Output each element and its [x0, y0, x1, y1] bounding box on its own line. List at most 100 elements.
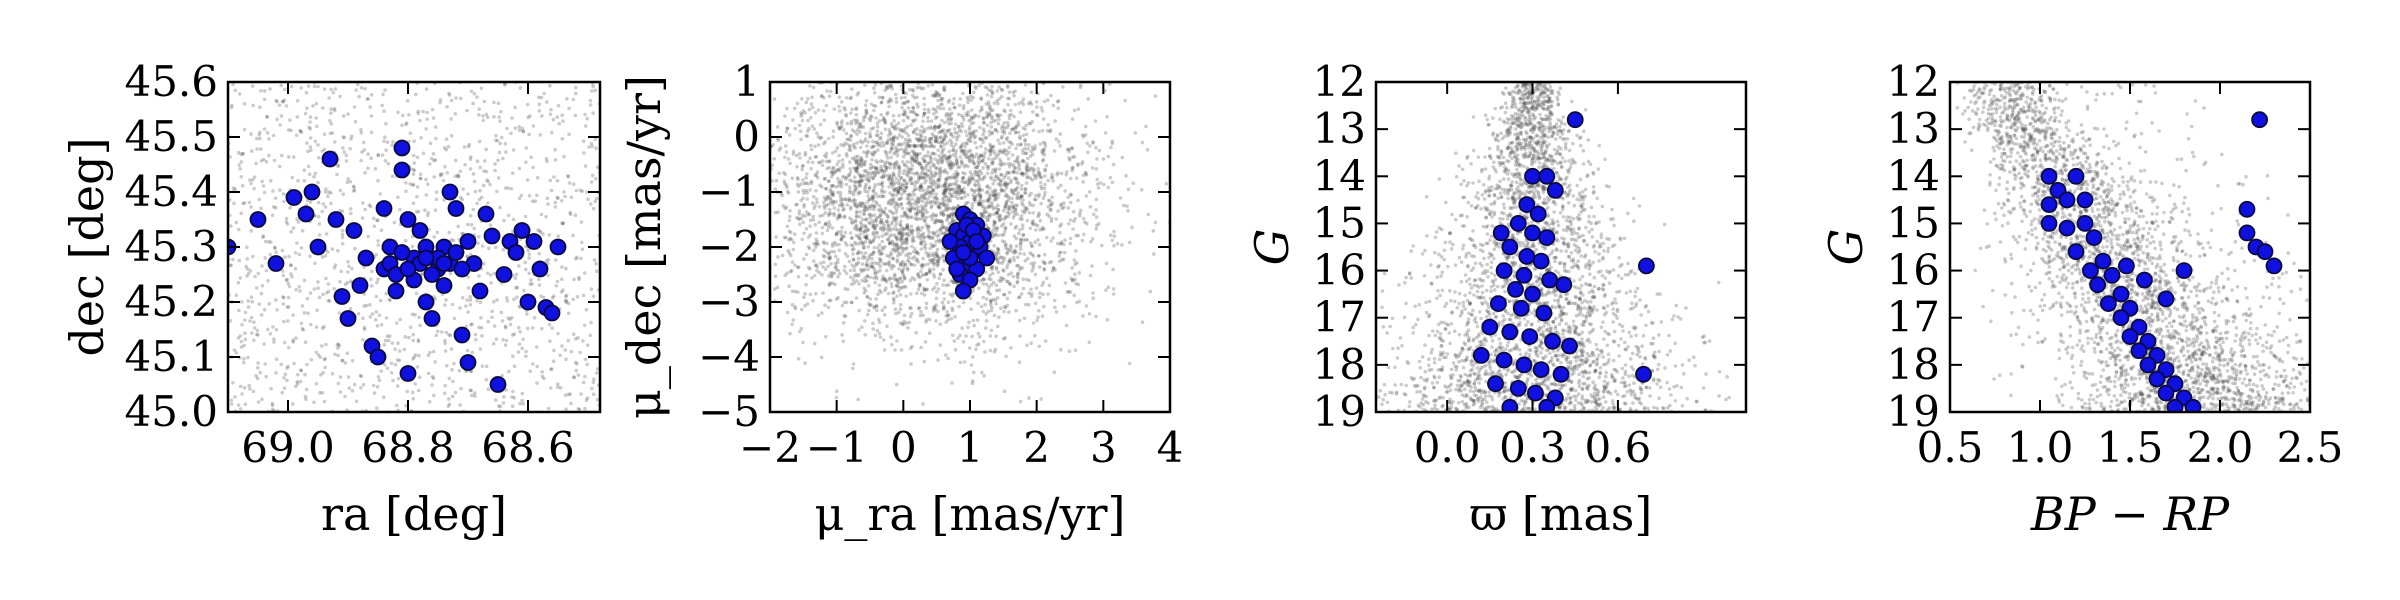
field-star-point	[806, 118, 810, 123]
field-star-point	[773, 210, 778, 215]
field-star-point	[920, 273, 925, 277]
field-star-point	[521, 129, 526, 134]
field-star-point	[593, 199, 597, 204]
field-star-point	[1096, 186, 1101, 190]
field-star-point	[1018, 134, 1022, 139]
field-star-point	[361, 140, 366, 145]
field-star-point	[923, 59, 927, 63]
field-star-point	[931, 260, 935, 265]
field-star-point	[871, 225, 875, 229]
field-star-point	[416, 388, 421, 393]
field-star-point	[874, 165, 879, 170]
field-star-point	[1006, 171, 1010, 176]
field-star-point	[942, 74, 946, 78]
field-star-point	[511, 354, 515, 359]
field-star-point	[457, 368, 462, 373]
field-star-point	[836, 190, 840, 195]
field-star-point	[898, 185, 902, 189]
field-star-point	[426, 211, 431, 215]
field-star-point	[493, 168, 497, 173]
field-star-point	[796, 184, 801, 189]
field-star-point	[854, 242, 859, 246]
field-star-point	[923, 246, 928, 251]
field-star-point	[921, 145, 926, 149]
field-star-point	[998, 179, 1003, 184]
field-star-point	[1038, 142, 1043, 146]
field-star-point	[1006, 157, 1011, 161]
field-star-point	[360, 216, 365, 220]
field-star-point	[329, 107, 334, 111]
field-star-point	[831, 199, 835, 204]
field-star-point	[960, 142, 965, 146]
field-star-point	[991, 168, 995, 172]
field-star-point	[548, 112, 553, 117]
field-star-point	[1126, 187, 1131, 192]
field-star-point	[1064, 173, 1068, 177]
field-star-point	[232, 348, 237, 352]
field-star-point	[908, 215, 912, 220]
field-star-point	[443, 384, 448, 388]
field-star-point	[946, 313, 950, 318]
field-star-point	[566, 392, 571, 397]
field-star-point	[993, 118, 998, 123]
field-star-point	[860, 225, 864, 229]
field-star-point	[989, 125, 994, 129]
field-star-point	[805, 302, 810, 306]
field-star-point	[837, 242, 841, 247]
field-star-point	[1055, 172, 1059, 177]
field-star-point	[803, 361, 807, 365]
field-star-point	[249, 149, 254, 153]
field-star-point	[858, 201, 862, 205]
field-star-point	[992, 193, 997, 198]
field-star-point	[1024, 302, 1028, 307]
field-star-point	[815, 66, 819, 70]
field-star-point	[966, 325, 970, 330]
field-star-point	[947, 221, 952, 226]
field-star-point	[446, 397, 451, 401]
field-star-point	[268, 252, 273, 257]
field-star-point	[277, 103, 282, 107]
field-star-point	[968, 148, 973, 153]
field-star-point	[1076, 233, 1080, 238]
field-star-point	[250, 299, 255, 304]
field-star-point	[823, 211, 828, 215]
field-star-point	[873, 174, 877, 178]
field-star-point	[926, 224, 931, 229]
field-star-point	[562, 154, 566, 159]
field-star-point	[444, 148, 449, 152]
field-star-point	[866, 312, 870, 317]
field-star-point	[799, 137, 803, 142]
field-star-point	[1018, 195, 1023, 199]
field-star-point	[1012, 159, 1017, 164]
field-star-point	[336, 381, 341, 386]
field-star-point	[249, 315, 254, 320]
field-star-point	[494, 337, 499, 342]
field-star-point	[270, 213, 275, 218]
field-star-point	[588, 103, 593, 107]
field-star-point	[386, 161, 391, 166]
field-star-point	[1042, 304, 1046, 309]
field-star-point	[1029, 287, 1033, 292]
field-star-point	[578, 188, 583, 192]
field-star-point	[538, 230, 543, 235]
field-star-point	[1011, 204, 1015, 208]
member-star-point	[399, 365, 417, 382]
field-star-point	[790, 260, 795, 264]
field-star-point	[875, 328, 880, 333]
field-star-point	[987, 195, 992, 199]
field-star-point	[868, 240, 872, 245]
field-star-point	[931, 251, 935, 256]
field-star-point	[859, 174, 863, 179]
field-star-point	[258, 370, 262, 375]
field-star-point	[415, 155, 420, 160]
field-star-point	[1111, 267, 1115, 272]
field-star-point	[967, 320, 971, 325]
field-star-point	[1018, 267, 1022, 272]
field-star-point	[1000, 134, 1004, 139]
field-star-point	[1001, 68, 1005, 72]
field-star-point	[1081, 216, 1086, 221]
field-star-point	[873, 272, 878, 276]
field-star-point	[838, 181, 842, 185]
field-star-point	[840, 303, 845, 308]
field-star-point	[288, 118, 292, 122]
